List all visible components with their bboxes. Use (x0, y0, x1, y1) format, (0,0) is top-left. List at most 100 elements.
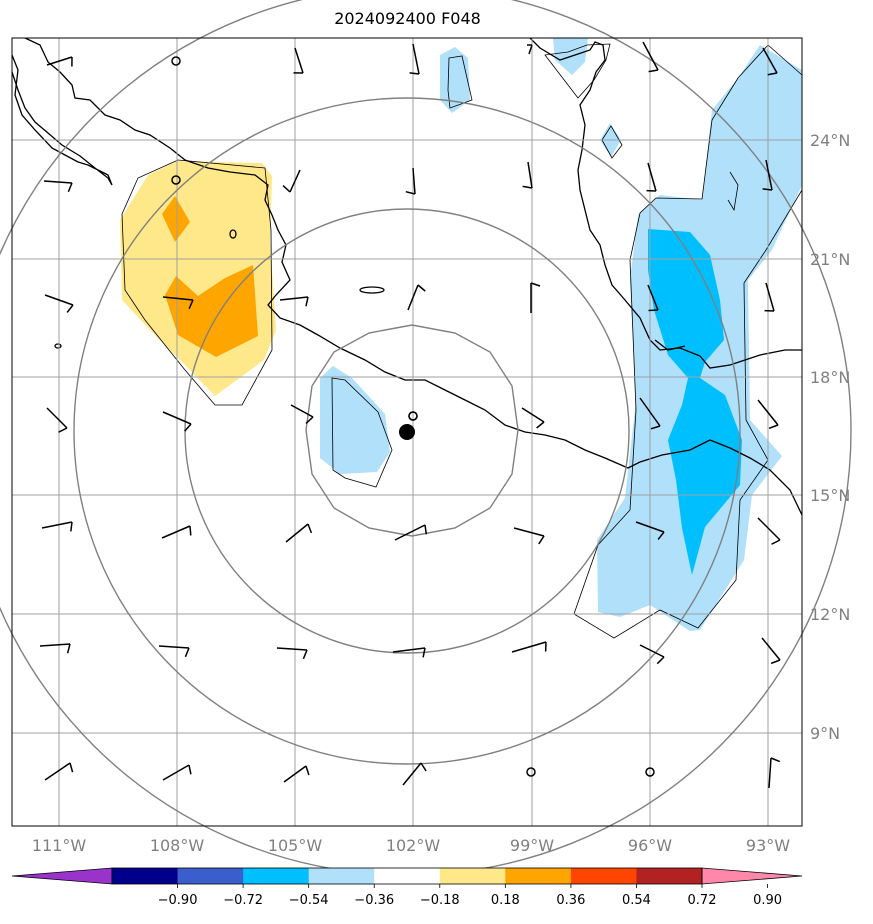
wind-barb (407, 284, 426, 311)
colorbar-segment (177, 868, 244, 884)
colorbar-segment (636, 868, 703, 884)
contour-outline (573, 44, 803, 639)
shading-positive-orange (162, 196, 190, 242)
colorbar-extend-low (11, 867, 113, 885)
wind-barb (293, 47, 304, 74)
wind-barb (402, 762, 427, 786)
longitude-label: 99°W (510, 836, 554, 855)
wind-barb (639, 644, 665, 665)
contour-outline (544, 43, 611, 99)
wind-barb (158, 645, 190, 658)
wind-barb (511, 641, 547, 653)
wind-barbs (39, 41, 781, 789)
calm-marker (408, 411, 418, 421)
longitude-label: 93°W (746, 836, 790, 855)
wind-barb (530, 282, 541, 313)
contour-outline (601, 125, 623, 159)
wind-barb (757, 399, 779, 429)
longitude-label: 105°W (268, 836, 323, 855)
wind-barb (405, 167, 416, 195)
coastline-yucatan (654, 339, 686, 351)
wind-barb (394, 524, 428, 541)
wind-barb (762, 159, 773, 191)
map-title: 2024092400 F048 (334, 9, 481, 28)
latitude-label: 9°N (810, 724, 840, 743)
colorbar-segment (112, 868, 179, 884)
latitude-label: 12°N (810, 605, 850, 624)
coastline-layer (11, 37, 803, 516)
colorbar: −0.90 −0.72 −0.54 −0.36 −0.18 0.18 0.36 0.54 0.7… (11, 867, 803, 908)
latitude-label: 21°N (810, 250, 850, 269)
colorbar-segment (439, 868, 506, 884)
wind-barb (283, 765, 310, 783)
longitude-label: 102°W (386, 836, 441, 855)
shading-negative-light (320, 366, 390, 474)
range-ring-3 (73, 97, 741, 765)
colorbar-label: 0.72 (688, 893, 717, 908)
wind-barb (44, 762, 74, 781)
wind-barb (521, 407, 545, 429)
wind-barb (44, 294, 74, 313)
colorbar-outline (111, 867, 703, 885)
latitude-labels: 24°N 21°N 18°N 15°N 12°N 9°N (810, 131, 850, 743)
calm-wind-marker (645, 767, 655, 777)
longitude-label: 111°W (32, 836, 87, 855)
range-ring-1 (305, 324, 519, 537)
colorbar-label: 0.54 (622, 893, 651, 908)
island (359, 286, 385, 294)
latitude-label: 18°N (810, 368, 850, 387)
colorbar-segment (505, 868, 572, 884)
wind-barb (39, 643, 71, 654)
wind-barb (285, 523, 313, 543)
wind-barb (43, 180, 73, 193)
colorbar-label: −0.54 (289, 893, 329, 908)
wind-barb (522, 161, 533, 189)
wind-barb (761, 637, 781, 665)
wind-barb (162, 764, 192, 781)
colorbar-segment (570, 868, 637, 884)
colorbar-label: 0.18 (491, 893, 520, 908)
shading-layer (120, 38, 802, 631)
wind-barb (764, 282, 775, 312)
calm-wind-marker (171, 56, 181, 66)
coastline-gulf-east (24, 37, 803, 516)
island (229, 229, 237, 239)
contour-outline (447, 55, 473, 109)
latitude-label: 15°N (810, 486, 850, 505)
wind-barb (646, 162, 657, 192)
latitude-label: 24°N (810, 131, 850, 150)
shading-negative-light (440, 47, 470, 113)
wind-barb (635, 521, 665, 540)
shading-positive-orange (165, 265, 258, 357)
wind-barb (279, 296, 309, 307)
calm-wind-marker (171, 175, 181, 185)
storm-center-marker (399, 424, 415, 440)
wind-barb (276, 647, 308, 660)
shading-negative-blue (648, 229, 742, 575)
wind-barb (513, 527, 545, 545)
longitude-label: 108°W (150, 836, 205, 855)
colorbar-label: −0.72 (223, 893, 263, 908)
wind-barb (290, 404, 314, 425)
colorbar-segment (374, 868, 441, 884)
colorbar-segment (308, 868, 375, 884)
island (54, 343, 62, 349)
lat-lon-grid (12, 38, 802, 826)
wind-barb (757, 517, 781, 545)
contour-outline (727, 171, 739, 212)
wind-barb (409, 43, 420, 75)
wind-barb (768, 757, 781, 789)
wind-barb (647, 284, 659, 312)
colorbar-extend-high (701, 867, 803, 885)
calm-wind-marker (526, 767, 536, 777)
longitude-labels: 111°W 108°W 105°W 102°W 99°W 96°W 93°W (32, 836, 790, 855)
wind-barb (282, 169, 301, 193)
wind-barb (162, 411, 192, 432)
colorbar-label: −0.18 (420, 893, 460, 908)
wind-barb (642, 41, 659, 73)
wind-barb (762, 47, 778, 76)
colorbar-segment (243, 868, 310, 884)
colorbar-label: 0.36 (556, 893, 585, 908)
longitude-label: 96°W (628, 836, 672, 855)
